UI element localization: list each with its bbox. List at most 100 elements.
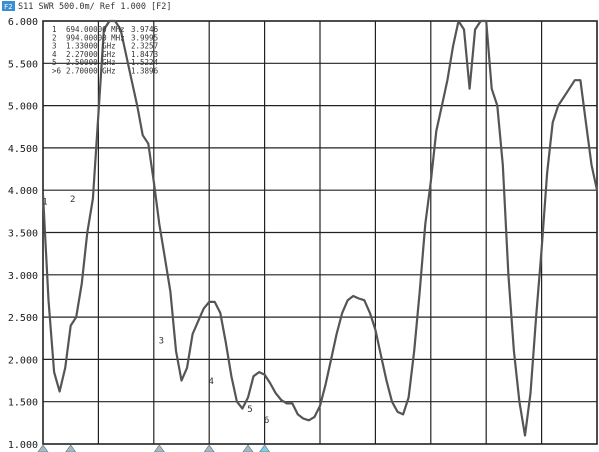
marker-table: 1 694.00000 MHz 3.9746 2 994.00000 MHz 3.9995… (52, 25, 159, 76)
series-point (463, 28, 465, 31)
series-point (557, 105, 559, 107)
series-point (385, 379, 388, 382)
series-point (147, 143, 149, 145)
series-point (391, 401, 393, 403)
series-point (302, 418, 304, 420)
series-point (435, 130, 437, 132)
chart-header: F2 S11 SWR 500.0m/ Ref 1.000 [F2] (2, 1, 172, 12)
series-point (114, 20, 116, 22)
series-point (119, 28, 122, 31)
marker-table-value: 1.5224 (131, 58, 159, 67)
marker-label: 3 (159, 336, 164, 346)
trace-badge (2, 1, 15, 11)
marker-table-value: 3.9746 (131, 25, 159, 34)
series-point (286, 402, 288, 404)
y-tick-label: 4.000 (8, 186, 38, 197)
series-point (236, 401, 238, 403)
series-point (358, 297, 360, 300)
marker-table-value: 1.8473 (131, 50, 158, 59)
series-point (590, 164, 593, 166)
marker-table-freq: 2.27000 GHz (66, 50, 116, 59)
marker-label: 2 (70, 195, 75, 205)
series-point (180, 379, 183, 382)
series-point (574, 79, 576, 81)
series-point (252, 375, 255, 377)
series-point (324, 384, 327, 386)
series-point (507, 274, 509, 276)
marker-table-freq: 1.33000 GHz (66, 42, 116, 51)
series-point (86, 231, 88, 234)
series-point (419, 291, 421, 293)
marker-table-freq: 2.70000 GHz (66, 67, 116, 76)
series-point (596, 189, 598, 191)
series-point (330, 358, 332, 360)
marker-triangle[interactable] (37, 444, 49, 452)
series-point (197, 320, 199, 322)
series-point (585, 121, 587, 124)
marker-label: 1 (42, 198, 47, 208)
marker-table-value: 1.3896 (131, 67, 159, 76)
series-point (203, 308, 205, 310)
series-point (125, 54, 127, 56)
series-point (496, 105, 498, 107)
series-point (131, 79, 133, 81)
series-point (468, 88, 471, 90)
y-tick-label: 4.500 (8, 144, 38, 155)
series-point (214, 301, 216, 303)
series-point (275, 392, 277, 394)
y-tick-label: 5.000 (8, 102, 38, 113)
series-point (97, 113, 99, 115)
y-tick-label: 2.000 (8, 355, 38, 366)
marker-table-id: >6 (52, 67, 62, 76)
series-point (502, 164, 504, 166)
series-point (369, 312, 371, 314)
series-point (280, 399, 282, 401)
y-tick-label: 5.500 (8, 59, 38, 70)
series-point (108, 20, 111, 22)
y-tick-label: 3.000 (8, 271, 38, 282)
marker-triangle[interactable] (153, 444, 165, 452)
marker-table-id: 5 (52, 58, 57, 67)
marker-layer: 1 2 3 4 5 6 (37, 195, 271, 452)
marker-table-freq: 994.00000 MHz (66, 33, 125, 42)
series-point (153, 181, 155, 183)
series-point (313, 416, 316, 418)
series-point (546, 172, 548, 174)
series-point (75, 316, 77, 318)
series-point (485, 20, 487, 22)
marker-triangle[interactable] (259, 444, 271, 452)
series-point (136, 105, 138, 107)
y-tick-label: 3.500 (8, 229, 38, 240)
series-point (491, 88, 493, 90)
series-point (363, 299, 365, 301)
series-point (64, 367, 66, 369)
series-point (408, 396, 410, 399)
marker-table-id: 2 (52, 33, 57, 42)
series-point (219, 312, 221, 314)
series-point (347, 299, 349, 301)
y-tick-label: 1.000 (8, 440, 38, 451)
series-point (225, 341, 227, 344)
series-point (308, 419, 310, 421)
series-point (297, 413, 299, 415)
series-point (552, 121, 554, 124)
series-point (208, 301, 210, 303)
marker-triangle[interactable] (203, 444, 215, 452)
series-point (319, 405, 321, 407)
series-point (92, 198, 94, 200)
series-point (47, 299, 50, 301)
series-point (175, 350, 177, 352)
series-point (169, 291, 172, 293)
marker-triangle[interactable] (242, 444, 254, 452)
marker-table-id: 4 (52, 50, 57, 59)
series-point (53, 371, 55, 373)
series-point (336, 333, 338, 335)
series-point (396, 411, 399, 413)
series-point (541, 248, 543, 251)
series-layer (41, 19, 599, 437)
chart-header-text: S11 SWR 500.0m/ Ref 1.000 [F2] (18, 2, 172, 12)
series-point (241, 407, 244, 410)
y-tick-label: 2.500 (8, 313, 38, 324)
marker-triangle[interactable] (65, 444, 77, 452)
y-axis-ticks: 6.000 5.500 5.000 4.500 4.000 3.500 3.000 2.500… (8, 17, 38, 451)
